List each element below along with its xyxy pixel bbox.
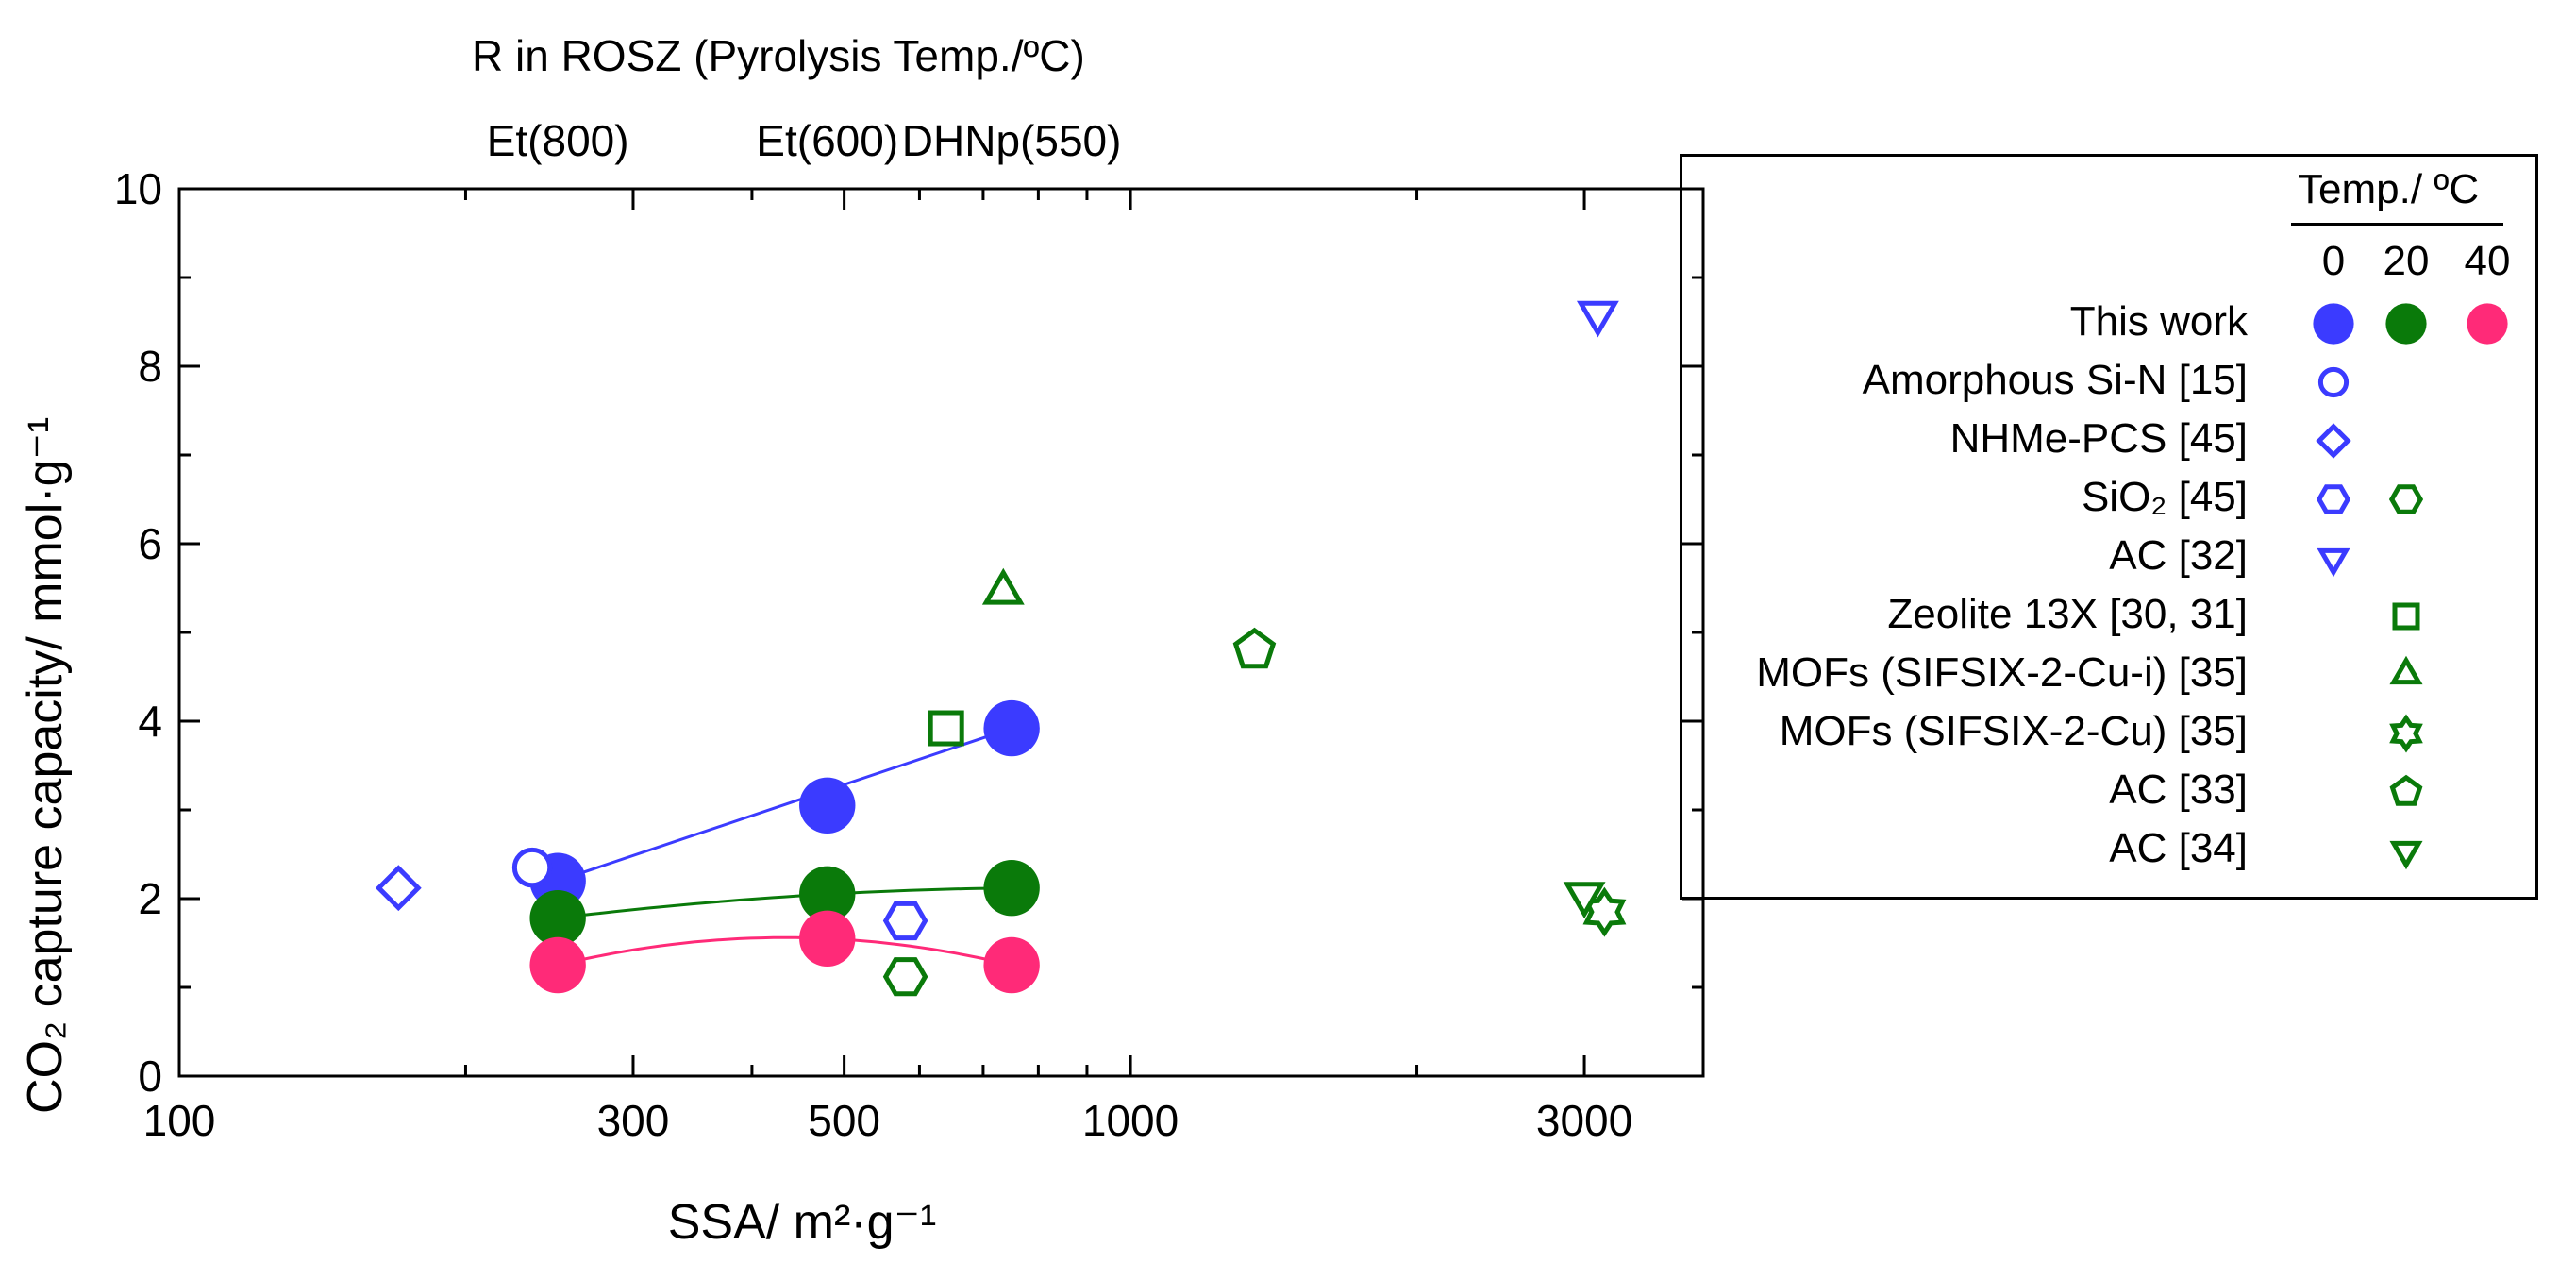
y-axis-label: CO₂ capture capacity/ mmol·g⁻¹ <box>18 416 73 1114</box>
legend-temp-column: 0 <box>2321 238 2346 284</box>
legend-label: SiO₂ [45] <box>2081 474 2248 520</box>
data-point <box>1576 300 1619 338</box>
legend-marker-shape <box>2467 303 2508 345</box>
fit-line-40 <box>557 935 1012 967</box>
legend-marker-shape <box>2389 714 2423 753</box>
fit-line-0 <box>557 727 1012 883</box>
legend-temp-column: 20 <box>2383 238 2430 284</box>
plot-frame <box>177 187 1705 1078</box>
data-point <box>981 567 1025 605</box>
legend-marker <box>2467 303 2508 345</box>
y-tick-label: 2 <box>138 874 162 923</box>
y-tick-label: 10 <box>113 164 162 213</box>
legend-marker <box>2313 303 2354 345</box>
top-axis-title: R in ROSZ (Pyrolysis Temp./ºC) <box>472 31 1085 80</box>
legend-marker <box>2385 303 2427 345</box>
top-axis-label: DHNp(550) <box>901 116 1122 165</box>
legend-header-rule <box>2291 223 2503 226</box>
data-marks <box>375 300 1627 997</box>
legend-marker <box>2392 602 2420 631</box>
legend-label: This work <box>2069 298 2248 345</box>
data-point <box>1232 627 1277 669</box>
legend-marker <box>2389 840 2423 870</box>
legend-marker-shape <box>2313 303 2354 345</box>
legend-marker-shape <box>2316 423 2351 459</box>
fit-line-20 <box>558 886 1012 920</box>
legend-label: Amorphous Si-N [15] <box>1862 357 2248 403</box>
data-point <box>799 777 856 834</box>
legend-marker-shape <box>2317 366 2350 398</box>
y-tick-label: 6 <box>138 519 162 568</box>
data-point <box>928 710 964 747</box>
legend-label: AC [33] <box>2109 766 2248 813</box>
fit-lines <box>557 727 1012 967</box>
legend-marker <box>2388 484 2424 514</box>
legend-temp-column: 40 <box>2464 238 2511 284</box>
legend-label: Zeolite 13X [30, 31] <box>1887 591 2248 637</box>
y-tick-label: 8 <box>138 342 162 391</box>
legend-marker-shape <box>2392 602 2420 631</box>
x-tick-label: 500 <box>808 1096 880 1145</box>
legend-marker-shape <box>2385 303 2427 345</box>
legend-marker-shape <box>2389 655 2423 685</box>
legend-header: Temp./ ºC <box>2298 166 2480 212</box>
legend-label: MOFs (SIFSIX-2-Cu-i) [35] <box>1756 649 2248 696</box>
x-tick-label: 100 <box>142 1096 216 1145</box>
legend-marker <box>2317 366 2350 398</box>
legend: Temp./ ºC 0 20 40 This work Amorphous Si-N … <box>1680 154 2538 900</box>
data-point <box>799 910 856 967</box>
data-point <box>511 847 553 888</box>
data-point <box>529 936 586 994</box>
data-point <box>983 936 1040 994</box>
data-point <box>1563 882 1606 919</box>
x-axis-label: SSA/ m²·g⁻¹ <box>667 1195 937 1250</box>
data-point <box>983 860 1040 917</box>
x-tick-label: 3000 <box>1535 1096 1633 1145</box>
x-tick-label: 1000 <box>1081 1096 1179 1145</box>
legend-label: NHMe-PCS [45] <box>1949 415 2248 462</box>
axis-ticks <box>177 187 1705 1078</box>
legend-marker-shape <box>2389 840 2423 870</box>
legend-marker <box>2317 547 2350 578</box>
legend-label: AC [32] <box>2109 532 2248 579</box>
top-axis-label: Et(600) <box>756 116 899 165</box>
legend-marker-shape <box>2389 774 2423 806</box>
legend-marker <box>2316 423 2351 459</box>
legend-label: AC [34] <box>2109 825 2248 871</box>
data-point <box>799 866 856 922</box>
data-point <box>529 889 586 947</box>
data-point <box>882 957 928 997</box>
y-tick-label: 0 <box>138 1052 162 1101</box>
legend-marker <box>2389 714 2423 753</box>
y-tick-label: 4 <box>138 697 162 746</box>
legend-marker <box>2389 774 2423 806</box>
legend-marker-shape <box>2388 484 2424 514</box>
legend-label: MOFs (SIFSIX-2-Cu) [35] <box>1779 708 2248 754</box>
legend-marker <box>2389 655 2423 685</box>
legend-marker-shape <box>2316 484 2351 514</box>
data-point <box>983 699 1040 757</box>
x-tick-label: 300 <box>596 1096 670 1145</box>
data-point <box>375 865 422 912</box>
legend-marker <box>2316 484 2351 514</box>
legend-marker-shape <box>2317 547 2350 578</box>
top-axis-label: Et(800) <box>486 116 629 165</box>
data-point <box>882 901 928 941</box>
